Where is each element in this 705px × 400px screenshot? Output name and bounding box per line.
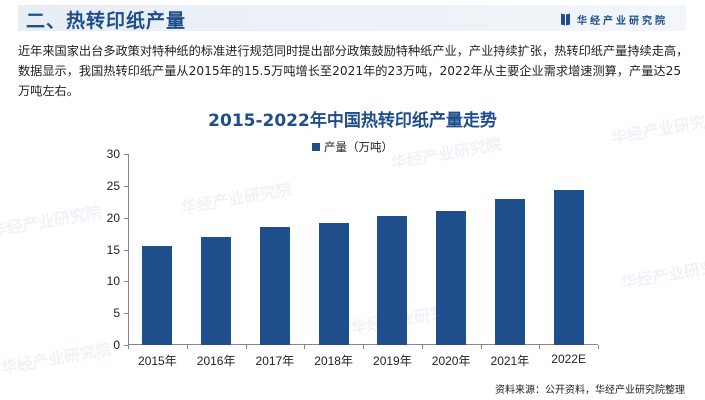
bar [436, 211, 467, 345]
y-tick [124, 217, 128, 219]
x-tick [304, 345, 306, 349]
bar [494, 198, 525, 345]
bar [142, 246, 173, 345]
chart-title: 2015-2022年中国热转印纸产量走势 [208, 111, 497, 131]
x-tick-label: 2017年 [255, 354, 295, 368]
y-tick [124, 154, 128, 155]
x-tick-label: 2021年 [490, 354, 530, 368]
bar [377, 215, 408, 345]
brand-book-icon [561, 13, 571, 26]
y-tick-label: 25 [106, 178, 120, 193]
bar [318, 222, 349, 345]
x-tick [539, 345, 541, 349]
bar [553, 189, 584, 345]
brand-name: 华经产业研究院 [577, 16, 668, 27]
y-tick-label: 30 [106, 147, 120, 161]
x-tick-label: 2015年 [138, 354, 177, 368]
x-tick-label: 2016年 [196, 354, 236, 368]
legend-swatch [312, 142, 320, 151]
y-tick [124, 345, 128, 346]
x-tick [186, 345, 188, 349]
x-tick [245, 345, 247, 349]
y-tick-label: 15 [106, 242, 120, 257]
brand-logo: 华经产业研究院 [561, 12, 668, 27]
y-tick-label: 0 [113, 338, 120, 352]
intro-paragraph: 近年来国家出台多政策对特种纸的标准进行规范同时提出部分政策鼓励特种纸产业，产业持… [18, 44, 689, 98]
chart-legend: 产量（万吨） [0, 139, 705, 155]
section-title: 二、热转印纸产量 [26, 10, 187, 32]
bar-chart-plot: 0 5 10 15 20 25 30 2015年 2016年 2017年 2018年 2019年 202… [107, 147, 599, 368]
x-tick-label: 2020年 [431, 354, 471, 368]
x-tick [363, 345, 364, 349]
watermark: 华经产业研究院 [619, 254, 705, 293]
x-tick [480, 345, 482, 349]
y-tick [124, 313, 128, 315]
legend-label: 产量（万吨） [324, 140, 393, 154]
watermark: 华经产业研究院 [0, 202, 104, 241]
x-tick [598, 345, 599, 349]
bar [201, 236, 232, 345]
data-source: 资料来源：公开资料，华经产业研究院整理 [495, 385, 685, 396]
x-tick-label: 2022E [551, 352, 586, 366]
y-tick [124, 281, 128, 283]
x-tick-label: 2019年 [373, 354, 412, 368]
section-header: 二、热转印纸产量 华经产业研究院 [18, 5, 686, 32]
bar [259, 226, 290, 345]
y-tick-label: 10 [106, 274, 120, 289]
y-axis [128, 154, 129, 345]
x-tick [128, 345, 129, 349]
y-tick [124, 185, 128, 187]
y-tick [124, 249, 128, 251]
y-tick-label: 5 [113, 306, 120, 321]
x-tick [421, 345, 423, 349]
x-axis [128, 344, 598, 345]
y-tick-label: 20 [106, 210, 120, 225]
x-tick-label: 2018年 [314, 354, 353, 368]
